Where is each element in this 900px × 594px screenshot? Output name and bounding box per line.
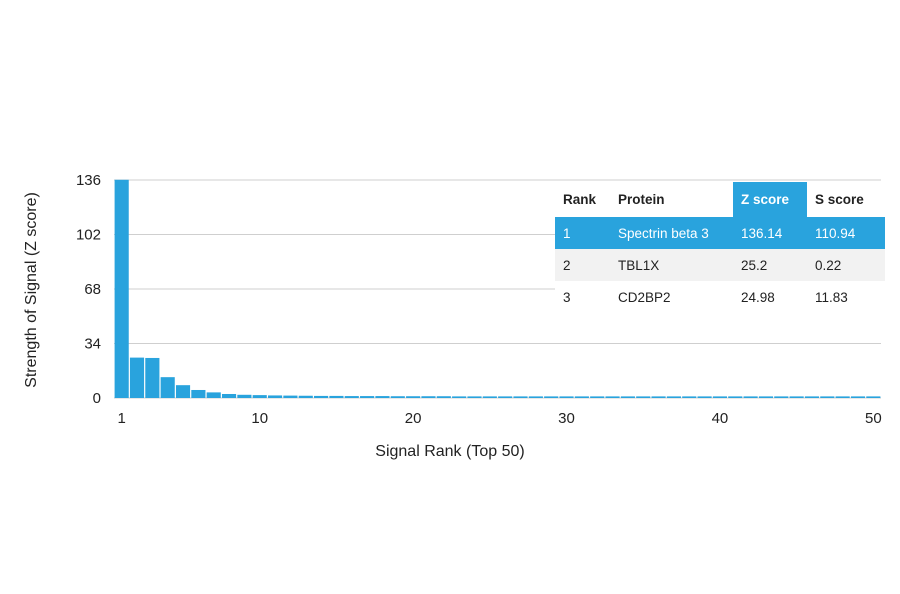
bar	[528, 396, 543, 398]
bar	[406, 396, 421, 398]
x-tick-label: 50	[865, 410, 882, 427]
bar	[482, 396, 497, 398]
bar	[452, 396, 467, 398]
x-tick-label: 40	[712, 410, 729, 427]
y-tick-labels: 0 34 68 102 136	[76, 172, 101, 407]
cell-s-score: 11.83	[807, 281, 885, 313]
bar	[697, 396, 712, 398]
bar	[636, 396, 651, 398]
header-s-score: S score	[807, 182, 885, 217]
header-protein: Protein	[610, 182, 733, 217]
bar	[221, 393, 237, 398]
y-tick-label: 34	[84, 336, 101, 353]
bar	[789, 396, 804, 398]
cell-rank: 3	[555, 281, 610, 313]
bar	[467, 396, 482, 398]
bar	[145, 357, 160, 398]
table-row: 3 CD2BP2 24.98 11.83	[555, 281, 885, 313]
table-row: 1 Spectrin beta 3 136.14 110.94	[555, 217, 885, 249]
bar	[728, 396, 743, 398]
bar	[114, 179, 129, 398]
bar	[758, 396, 774, 398]
bar	[651, 396, 666, 398]
bar	[375, 396, 390, 398]
table-header-row: Rank Protein Z score S score	[555, 182, 885, 217]
bar	[329, 395, 344, 398]
cell-z-score: 24.98	[733, 281, 807, 313]
bar	[175, 385, 191, 398]
cell-rank: 2	[555, 249, 610, 281]
bar	[160, 377, 175, 398]
bar	[835, 396, 850, 398]
bar	[390, 396, 405, 398]
cell-protein: TBL1X	[610, 249, 733, 281]
cell-s-score: 0.22	[807, 249, 885, 281]
bar	[298, 395, 313, 398]
bar	[436, 396, 451, 398]
cell-rank: 1	[555, 217, 610, 249]
bar	[574, 396, 589, 398]
bar	[743, 396, 758, 398]
bar	[314, 395, 329, 398]
x-tick-label: 10	[251, 410, 268, 427]
header-z-score: Z score	[733, 182, 807, 217]
bar	[820, 396, 835, 398]
bar	[804, 396, 820, 398]
cell-s-score: 110.94	[807, 217, 885, 249]
bar	[191, 389, 206, 398]
y-tick-label: 136	[76, 172, 101, 189]
bar	[666, 396, 681, 398]
x-axis-title: Signal Rank (Top 50)	[375, 443, 524, 460]
bar	[268, 395, 283, 398]
bar	[283, 395, 298, 398]
bar	[344, 396, 359, 398]
bar	[850, 396, 866, 398]
cell-protein: Spectrin beta 3	[610, 217, 733, 249]
bar	[774, 396, 789, 398]
bar	[237, 394, 252, 398]
bar	[559, 396, 574, 398]
bar	[129, 357, 145, 398]
y-tick-label: 102	[76, 227, 101, 244]
bar	[590, 396, 605, 398]
bar	[620, 396, 635, 398]
x-tick-label: 30	[558, 410, 575, 427]
x-tick-labels: 1 10 20 30 40 50	[117, 410, 881, 427]
bar	[498, 396, 513, 398]
bar	[421, 396, 436, 398]
bar	[206, 392, 221, 398]
x-tick-label: 1	[117, 410, 125, 427]
bar	[866, 396, 881, 398]
table-row: 2 TBL1X 25.2 0.22	[555, 249, 885, 281]
cell-protein: CD2BP2	[610, 281, 733, 313]
y-tick-label: 68	[84, 281, 101, 298]
bars	[114, 179, 881, 398]
bar	[605, 396, 620, 398]
bar	[513, 396, 528, 398]
cell-z-score: 25.2	[733, 249, 807, 281]
cell-z-score: 136.14	[733, 217, 807, 249]
bar	[682, 396, 697, 398]
x-tick-label: 20	[405, 410, 422, 427]
top-proteins-table: Rank Protein Z score S score 1 Spectrin …	[555, 182, 885, 313]
bar	[252, 395, 267, 398]
bar	[360, 396, 375, 398]
bar	[712, 396, 727, 398]
header-rank: Rank	[555, 182, 610, 217]
y-tick-label: 0	[93, 390, 101, 407]
bar	[544, 396, 559, 398]
y-axis-title: Strength of Signal (Z score)	[23, 192, 40, 388]
